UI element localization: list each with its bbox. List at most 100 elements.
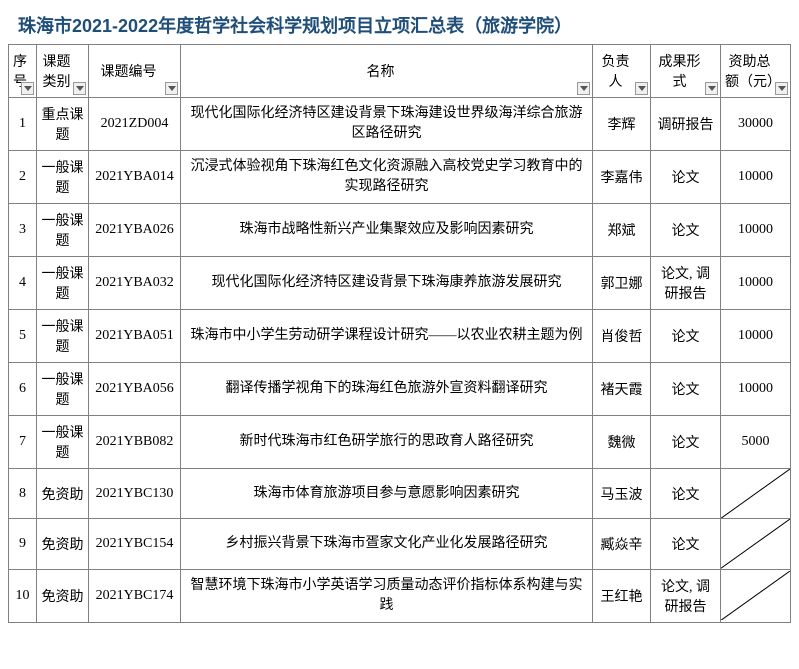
cell-name: 翻译传播学视角下的珠海红色旅游外宣资料翻译研究 xyxy=(181,363,593,416)
cell-seq: 2 xyxy=(9,151,37,204)
filter-button[interactable] xyxy=(577,82,590,95)
cell-form: 论文 xyxy=(651,416,721,469)
cell-category: 一般课题 xyxy=(37,416,89,469)
cell-amount: 10000 xyxy=(721,310,791,363)
cell-person: 郭卫娜 xyxy=(593,257,651,310)
col-header-code-label: 课题编号 xyxy=(93,61,176,81)
col-header-person: 负责人 xyxy=(593,45,651,98)
cell-category: 一般课题 xyxy=(37,257,89,310)
cell-amount xyxy=(721,519,791,569)
cell-seq: 5 xyxy=(9,310,37,363)
cell-name: 乡村振兴背景下珠海市疍家文化产业化发展路径研究 xyxy=(181,519,593,569)
cell-name: 新时代珠海市红色研学旅行的思政育人路径研究 xyxy=(181,416,593,469)
summary-table: 序号 课题类别 课题编号 名称 负责人 成果形式 资助总额（元） 1重点课题20… xyxy=(8,44,791,623)
table-row: 1重点课题2021ZD004现代化国际化经济特区建设背景下珠海建设世界级海洋综合… xyxy=(9,98,791,151)
cell-person: 臧焱辛 xyxy=(593,519,651,569)
cell-name: 珠海市中小学生劳动研学课程设计研究——以农业农耕主题为例 xyxy=(181,310,593,363)
table-row: 5一般课题2021YBA051珠海市中小学生劳动研学课程设计研究——以农业农耕主… xyxy=(9,310,791,363)
cell-amount: 10000 xyxy=(721,204,791,257)
cell-category: 一般课题 xyxy=(37,204,89,257)
cell-seq: 9 xyxy=(9,519,37,569)
cell-amount: 5000 xyxy=(721,416,791,469)
table-row: 8免资助2021YBC130珠海市体育旅游项目参与意愿影响因素研究马玉波论文 xyxy=(9,469,791,519)
cell-code: 2021YBA051 xyxy=(89,310,181,363)
table-row: 4一般课题2021YBA032现代化国际化经济特区建设背景下珠海康养旅游发展研究… xyxy=(9,257,791,310)
filter-button[interactable] xyxy=(165,82,178,95)
cell-category: 免资助 xyxy=(37,569,89,622)
cell-seq: 10 xyxy=(9,569,37,622)
col-header-form: 成果形式 xyxy=(651,45,721,98)
table-row: 2一般课题2021YBA014沉浸式体验视角下珠海红色文化资源融入高校党史学习教… xyxy=(9,151,791,204)
filter-button[interactable] xyxy=(775,82,788,95)
col-header-code: 课题编号 xyxy=(89,45,181,98)
filter-button[interactable] xyxy=(635,82,648,95)
cell-code: 2021YBA032 xyxy=(89,257,181,310)
cell-person: 魏微 xyxy=(593,416,651,469)
cell-amount: 10000 xyxy=(721,151,791,204)
diagonal-line-icon xyxy=(721,469,790,518)
cell-category: 一般课题 xyxy=(37,363,89,416)
filter-button[interactable] xyxy=(705,82,718,95)
cell-form: 论文 xyxy=(651,363,721,416)
cell-form: 论文, 调研报告 xyxy=(651,257,721,310)
cell-name: 珠海市战略性新兴产业集聚效应及影响因素研究 xyxy=(181,204,593,257)
cell-code: 2021YBC174 xyxy=(89,569,181,622)
diagonal-line-icon xyxy=(721,519,790,568)
diagonal-line-icon xyxy=(721,571,790,620)
cell-person: 李嘉伟 xyxy=(593,151,651,204)
col-header-name-label: 名称 xyxy=(185,61,588,81)
cell-seq: 6 xyxy=(9,363,37,416)
cell-code: 2021YBA056 xyxy=(89,363,181,416)
cell-category: 免资助 xyxy=(37,469,89,519)
cell-code: 2021YBC130 xyxy=(89,469,181,519)
table-row: 10免资助2021YBC174智慧环境下珠海市小学英语学习质量动态评价指标体系构… xyxy=(9,569,791,622)
cell-code: 2021YBB082 xyxy=(89,416,181,469)
cell-name: 现代化国际化经济特区建设背景下珠海建设世界级海洋综合旅游区路径研究 xyxy=(181,98,593,151)
filter-button[interactable] xyxy=(21,82,34,95)
table-row: 3一般课题2021YBA026珠海市战略性新兴产业集聚效应及影响因素研究郑斌论文… xyxy=(9,204,791,257)
cell-form: 论文 xyxy=(651,204,721,257)
cell-person: 马玉波 xyxy=(593,469,651,519)
cell-category: 重点课题 xyxy=(37,98,89,151)
filter-button[interactable] xyxy=(73,82,86,95)
cell-amount: 10000 xyxy=(721,257,791,310)
cell-name: 沉浸式体验视角下珠海红色文化资源融入高校党史学习教育中的实现路径研究 xyxy=(181,151,593,204)
col-header-seq: 序号 xyxy=(9,45,37,98)
col-header-amount: 资助总额（元） xyxy=(721,45,791,98)
cell-amount: 10000 xyxy=(721,363,791,416)
page-title: 珠海市2021-2022年度哲学社会科学规划项目立项汇总表（旅游学院） xyxy=(18,12,791,38)
col-header-category: 课题类别 xyxy=(37,45,89,98)
cell-category: 一般课题 xyxy=(37,151,89,204)
cell-seq: 4 xyxy=(9,257,37,310)
col-header-name: 名称 xyxy=(181,45,593,98)
cell-code: 2021YBA026 xyxy=(89,204,181,257)
cell-person: 褚天霞 xyxy=(593,363,651,416)
cell-seq: 8 xyxy=(9,469,37,519)
cell-code: 2021YBC154 xyxy=(89,519,181,569)
cell-form: 论文, 调研报告 xyxy=(651,569,721,622)
cell-name: 现代化国际化经济特区建设背景下珠海康养旅游发展研究 xyxy=(181,257,593,310)
cell-code: 2021YBA014 xyxy=(89,151,181,204)
cell-person: 李辉 xyxy=(593,98,651,151)
cell-amount xyxy=(721,569,791,622)
cell-seq: 7 xyxy=(9,416,37,469)
cell-person: 王红艳 xyxy=(593,569,651,622)
cell-form: 调研报告 xyxy=(651,98,721,151)
cell-form: 论文 xyxy=(651,469,721,519)
table-row: 6一般课题2021YBA056翻译传播学视角下的珠海红色旅游外宣资料翻译研究褚天… xyxy=(9,363,791,416)
cell-seq: 3 xyxy=(9,204,37,257)
cell-code: 2021ZD004 xyxy=(89,98,181,151)
cell-category: 免资助 xyxy=(37,519,89,569)
cell-name: 智慧环境下珠海市小学英语学习质量动态评价指标体系构建与实践 xyxy=(181,569,593,622)
cell-amount: 30000 xyxy=(721,98,791,151)
table-row: 9免资助2021YBC154乡村振兴背景下珠海市疍家文化产业化发展路径研究臧焱辛… xyxy=(9,519,791,569)
cell-amount xyxy=(721,469,791,519)
cell-person: 肖俊哲 xyxy=(593,310,651,363)
cell-form: 论文 xyxy=(651,519,721,569)
table-row: 7一般课题2021YBB082新时代珠海市红色研学旅行的思政育人路径研究魏微论文… xyxy=(9,416,791,469)
cell-form: 论文 xyxy=(651,310,721,363)
cell-form: 论文 xyxy=(651,151,721,204)
cell-name: 珠海市体育旅游项目参与意愿影响因素研究 xyxy=(181,469,593,519)
cell-category: 一般课题 xyxy=(37,310,89,363)
cell-seq: 1 xyxy=(9,98,37,151)
